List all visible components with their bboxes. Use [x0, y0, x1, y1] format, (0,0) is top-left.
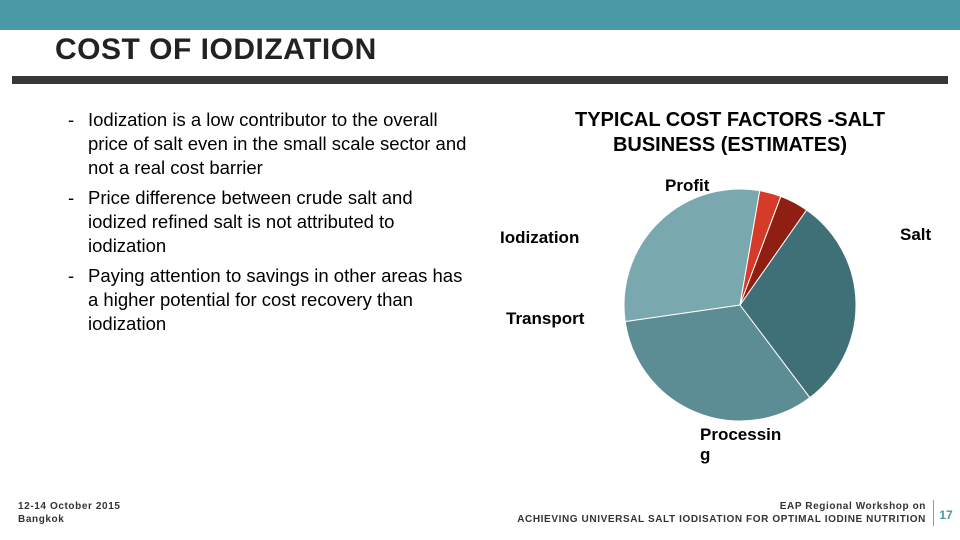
bullet-dash: - [68, 264, 88, 336]
bullet-text: Paying attention to savings in other are… [88, 264, 468, 336]
list-item: - Paying attention to savings in other a… [68, 264, 468, 336]
top-band [0, 0, 960, 30]
pie-slice-label: Iodization [500, 228, 579, 248]
chart-title: TYPICAL COST FACTORS -SALT BUSINESS (EST… [530, 108, 930, 158]
bullet-text: Iodization is a low contributor to the o… [88, 108, 468, 180]
pie-slice-label: Transport [506, 309, 584, 329]
footer-right: EAP Regional Workshop on ACHIEVING UNIVE… [517, 500, 926, 526]
title-underline [12, 76, 948, 84]
footer-subtitle: ACHIEVING UNIVERSAL SALT IODISATION FOR … [517, 513, 926, 526]
bullet-dash: - [68, 186, 88, 258]
pie-slice-label: Salt [900, 225, 931, 245]
list-item: - Price difference between crude salt an… [68, 186, 468, 258]
footer-event: EAP Regional Workshop on [517, 500, 926, 513]
page-title: COST OF IODIZATION [55, 33, 377, 67]
footer-location: Bangkok [18, 513, 121, 526]
pie-slice-label: Processin g [700, 425, 781, 465]
pie-svg [620, 185, 860, 425]
pie-slice-label: Profit [665, 176, 709, 196]
footer-divider [933, 500, 934, 526]
pie-slice [624, 189, 760, 322]
bullet-list: - Iodization is a low contributor to the… [68, 108, 468, 342]
list-item: - Iodization is a low contributor to the… [68, 108, 468, 180]
bullet-dash: - [68, 108, 88, 180]
footer-left: 12-14 October 2015 Bangkok [18, 500, 121, 526]
bullet-text: Price difference between crude salt and … [88, 186, 468, 258]
page-number: 17 [936, 508, 956, 522]
pie-chart [620, 185, 860, 425]
slide: COST OF IODIZATION - Iodization is a low… [0, 0, 960, 540]
footer-date: 12-14 October 2015 [18, 500, 121, 513]
